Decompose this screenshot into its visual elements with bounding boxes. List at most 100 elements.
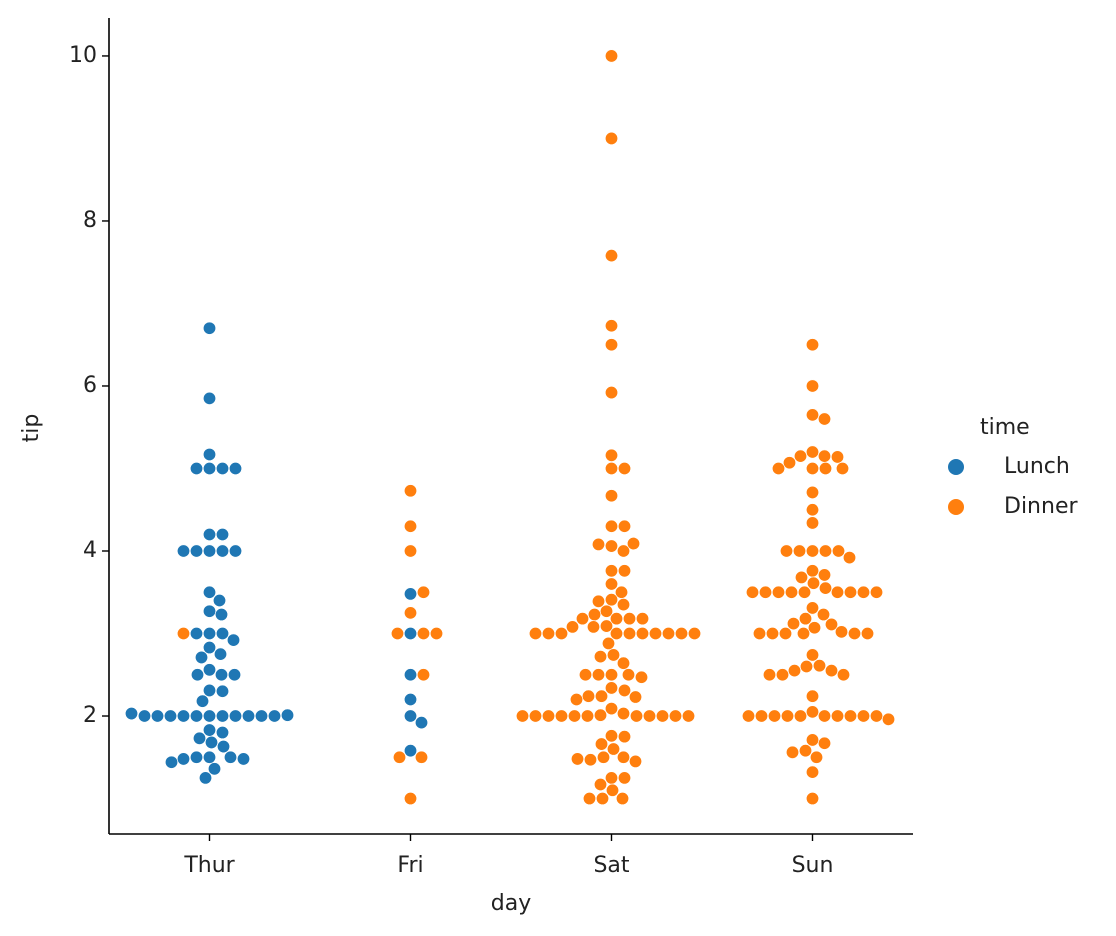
legend-label: Dinner <box>1004 494 1078 519</box>
y-axis-label: tip <box>19 414 44 443</box>
swarm-point <box>604 681 618 695</box>
swarm-point <box>818 461 832 475</box>
swarm-point <box>403 709 417 723</box>
swarm-point <box>203 627 217 641</box>
swarm-point <box>843 709 857 723</box>
swarm-point <box>528 709 542 723</box>
swarm-point <box>787 664 801 678</box>
swarm-point <box>392 750 406 764</box>
swarm-point <box>648 627 662 641</box>
swarm-point <box>541 709 555 723</box>
swarm-point <box>199 771 213 785</box>
swarm-point <box>752 627 766 641</box>
swarm-point <box>805 792 819 806</box>
swarm-point <box>280 708 294 722</box>
swarm-point <box>762 668 776 682</box>
swarm-point <box>767 709 781 723</box>
swarm-point <box>138 709 152 723</box>
swarm-point <box>205 735 219 749</box>
swarm-point <box>583 753 597 767</box>
swarm-point <box>805 516 819 530</box>
swarm-point <box>606 648 620 662</box>
swarm-point <box>403 627 417 641</box>
swarm-point <box>805 445 819 459</box>
swarm-point <box>805 408 819 422</box>
swarm-point <box>242 709 256 723</box>
swarm-point <box>216 726 230 740</box>
swarm-point <box>621 668 635 682</box>
swarm-point <box>805 648 819 662</box>
swarm-point <box>604 49 618 63</box>
swarm-point <box>617 730 631 744</box>
swarm-point <box>403 587 417 601</box>
swarm-point <box>591 537 605 551</box>
swarm-point <box>213 594 227 608</box>
swarm-point <box>609 612 623 626</box>
swarm-point <box>792 544 806 558</box>
swarm-point <box>856 585 870 599</box>
swarm-point <box>601 636 615 650</box>
swarm-point <box>805 733 819 747</box>
swarm-point <box>805 689 819 703</box>
swarm-point <box>177 627 191 641</box>
swarm-point <box>416 627 430 641</box>
swarm-point <box>860 627 874 641</box>
swarm-point <box>195 650 209 664</box>
swarm-point <box>604 729 618 743</box>
swarm-point <box>674 627 688 641</box>
swarm-point <box>604 593 618 607</box>
swarm-point <box>215 608 229 622</box>
swarm-point <box>216 684 230 698</box>
swarm-point <box>586 620 600 634</box>
swarm-point <box>604 771 618 785</box>
swarm-point <box>214 647 228 661</box>
x-tick-label: Sun <box>792 853 834 878</box>
swarm-point <box>190 461 204 475</box>
swarm-point <box>216 709 230 723</box>
swarm-point <box>805 564 819 578</box>
swarm-point <box>817 412 831 426</box>
swarm-point <box>604 319 618 333</box>
swarm-point <box>569 693 583 707</box>
swarm-point <box>208 762 222 776</box>
swarm-point <box>830 709 844 723</box>
swarm-point <box>604 461 618 475</box>
swarm-point <box>216 527 230 541</box>
swarm-point <box>812 659 826 673</box>
swarm-point <box>165 755 179 769</box>
swarm-point <box>593 777 607 791</box>
swarm-point <box>403 744 417 758</box>
swarm-point <box>869 585 883 599</box>
swarm-point <box>771 585 785 599</box>
swarm-point <box>390 627 404 641</box>
swarm-point <box>593 650 607 664</box>
swarm-point <box>604 577 618 591</box>
swarm-point <box>818 544 832 558</box>
swarm-point <box>604 131 618 145</box>
swarm-point <box>203 527 217 541</box>
swarm-point <box>604 519 618 533</box>
swarm-point <box>609 627 623 641</box>
swarm-point <box>771 461 785 475</box>
swarm-point <box>805 485 819 499</box>
swarm-point <box>203 641 217 655</box>
swarm-point <box>596 750 610 764</box>
swarm-point <box>414 750 428 764</box>
swarm-point <box>634 670 648 684</box>
swarm-point <box>203 321 217 335</box>
swarm-point <box>604 668 618 682</box>
swarm-point <box>687 627 701 641</box>
swarm-point <box>628 754 642 768</box>
swarm-point <box>617 683 631 697</box>
swarm-point <box>655 709 669 723</box>
swarm-point <box>237 752 251 766</box>
legend-marker <box>948 499 964 515</box>
y-tick-label: 2 <box>83 703 97 728</box>
swarm-point <box>626 537 640 551</box>
swarm-point <box>578 668 592 682</box>
y-tick-label: 6 <box>83 373 97 398</box>
swarm-point <box>635 612 649 626</box>
swarm-point <box>403 693 417 707</box>
swarm-point <box>164 709 178 723</box>
swarm-point <box>661 627 675 641</box>
